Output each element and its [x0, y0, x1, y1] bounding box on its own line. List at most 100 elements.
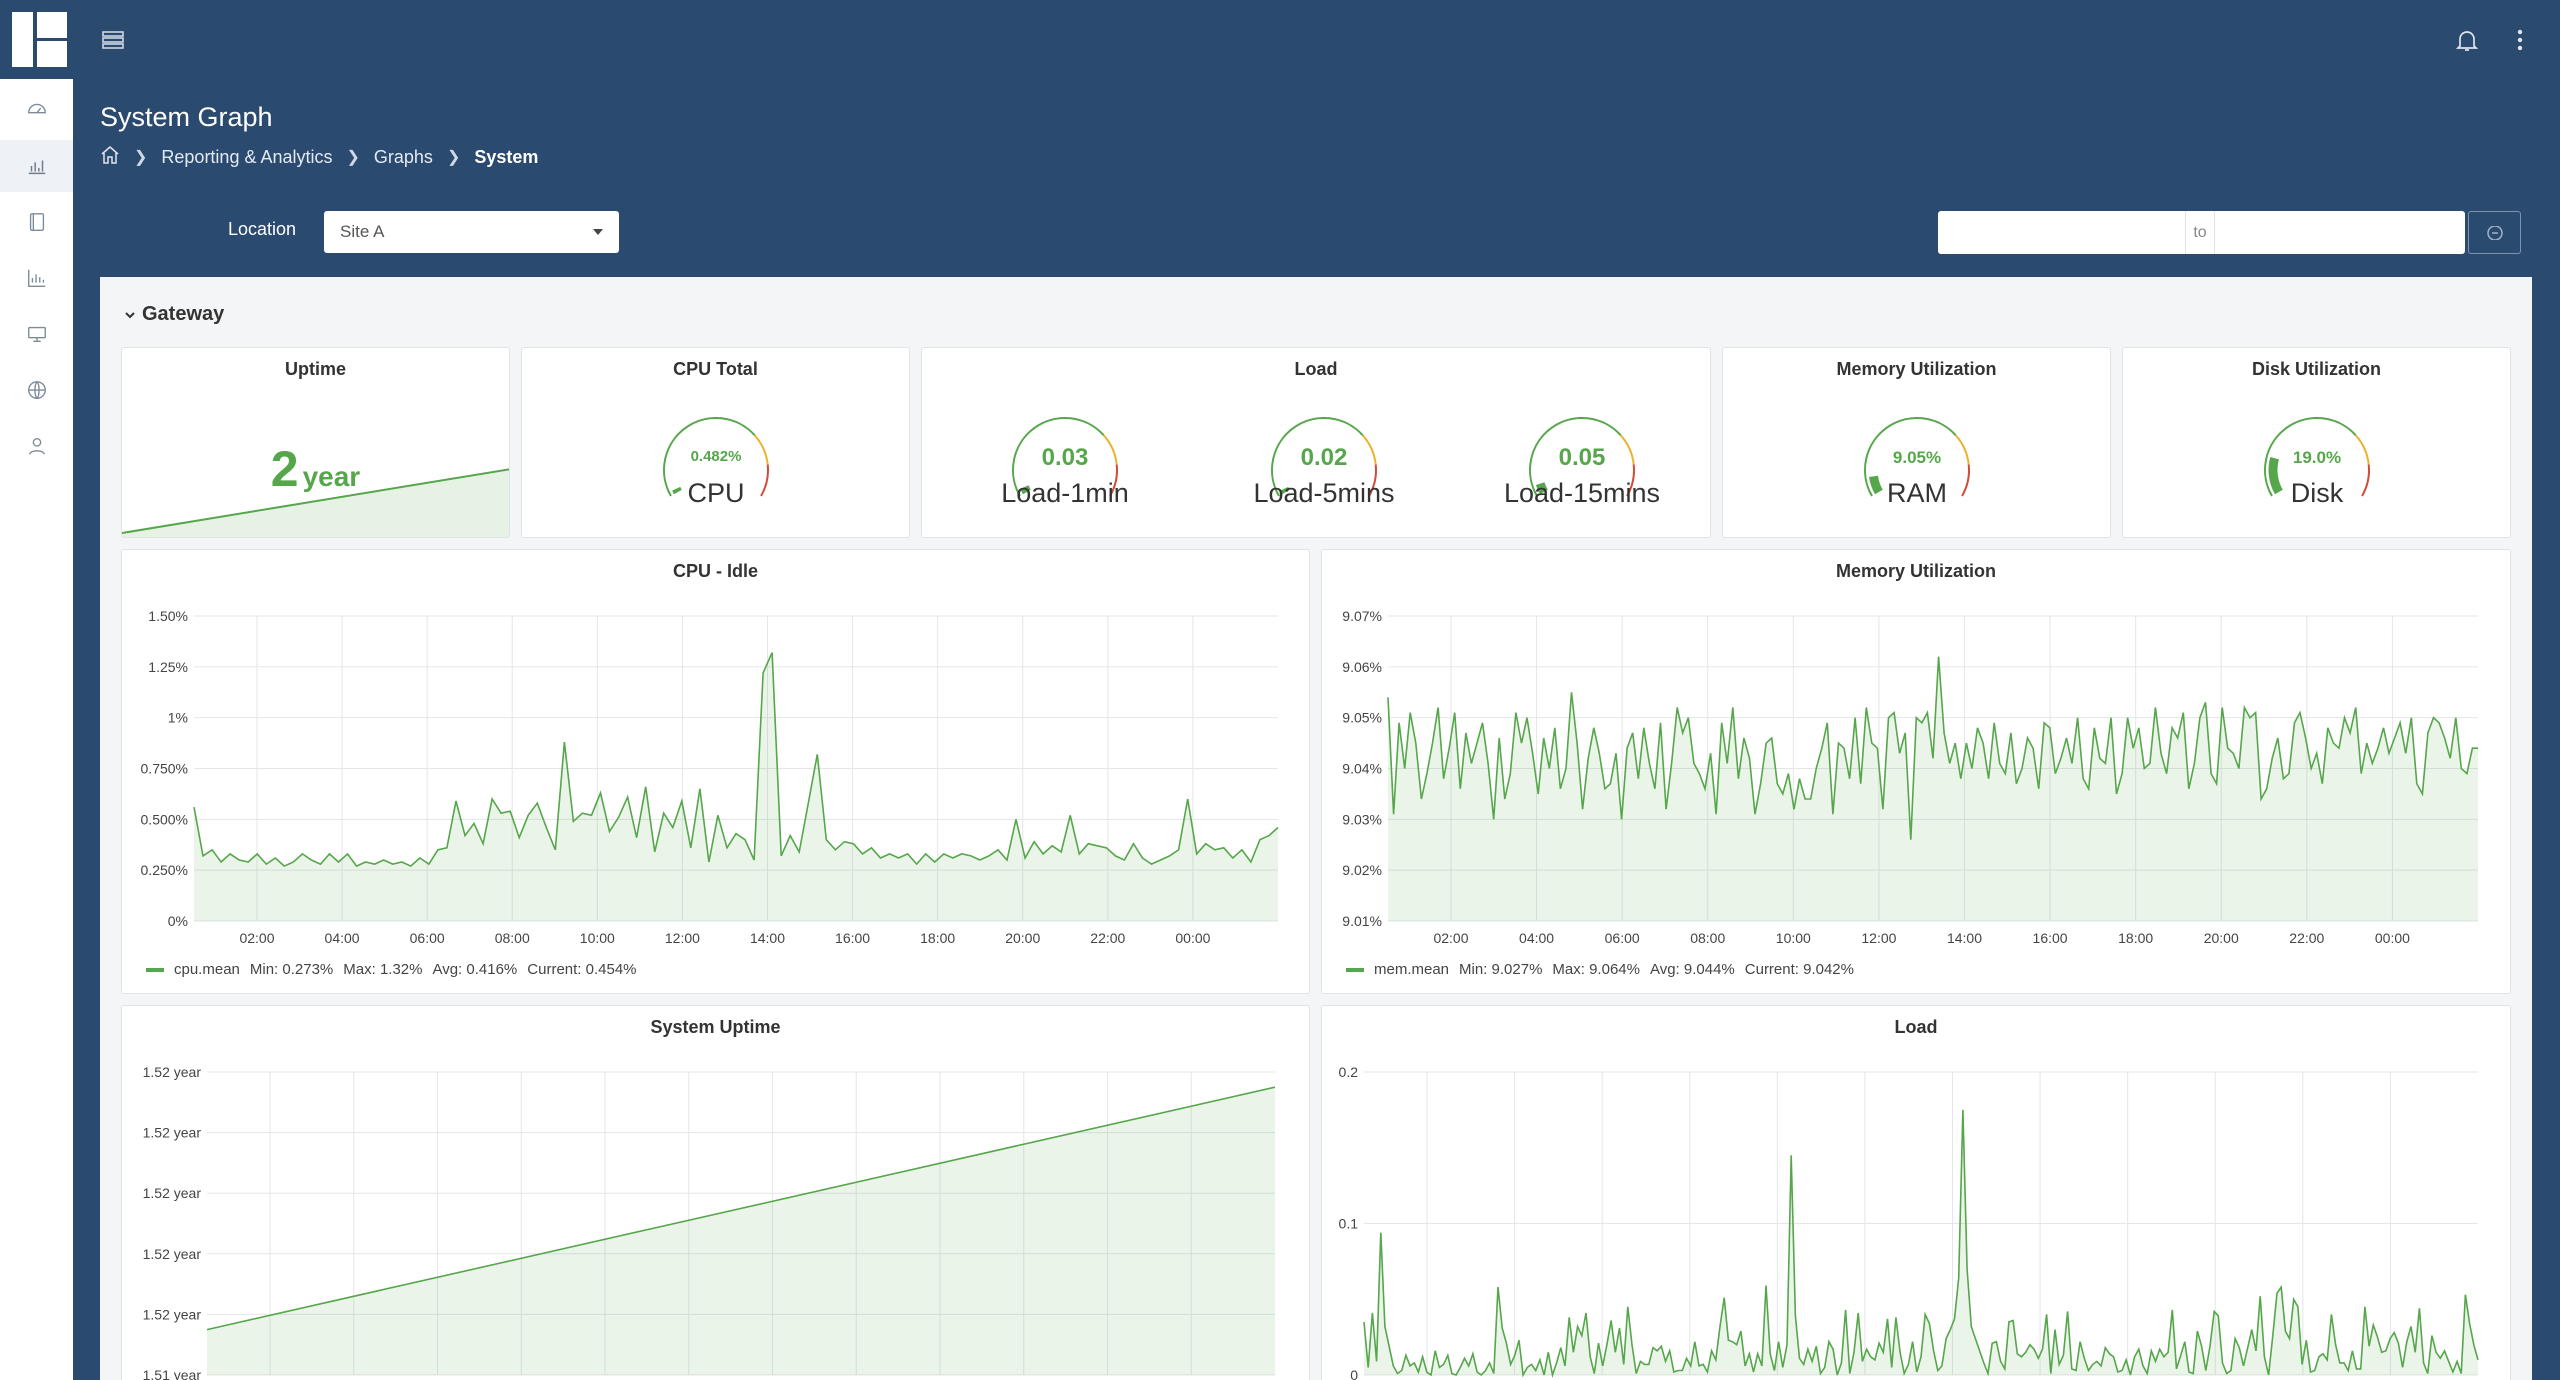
gauge-threshold-yellow [753, 434, 769, 465]
section-title: Gateway [142, 303, 225, 325]
breadcrumb-reporting[interactable]: Reporting & Analytics [161, 146, 333, 167]
gauge-value-fill [1020, 485, 1031, 495]
gauge-value-fill [1535, 482, 1548, 495]
panel-title: Disk Utilization [2251, 359, 2381, 379]
gauge-threshold-green [663, 417, 756, 497]
panel-title: Memory Utilization [1835, 561, 1996, 581]
load-chart-panel: Load 0.2 0.1 0 [1321, 1005, 2511, 1380]
panel-title: Load [1894, 1017, 1938, 1037]
x-tick-label: 16:00 [2033, 930, 2068, 946]
x-tick-label: 00:00 [1175, 930, 1210, 946]
x-tick-label: 18:00 [2118, 930, 2153, 946]
gauge-threshold-red [1368, 464, 1377, 497]
chevron-right-icon: ❯ [346, 149, 360, 166]
nav-dashboard-icon[interactable] [0, 83, 73, 135]
nav-network-icon[interactable] [0, 364, 73, 416]
x-tick-label: 22:00 [2289, 930, 2324, 946]
y-tick-label: 9.02% [1342, 862, 1382, 878]
gauge-threshold-red [2361, 464, 2370, 497]
load-1min-label: Load-1min [1001, 478, 1129, 508]
legend-swatch [1346, 967, 1364, 972]
location-label: Location [228, 219, 297, 239]
load-panel: Load 0.03 Load-1min 0.02 Load-5mins 0.05… [921, 347, 1711, 538]
legend-avg: Avg: 0.416% [432, 961, 518, 978]
gauge-arc [1864, 417, 1970, 497]
x-tick-label: 00:00 [2375, 930, 2410, 946]
gauge-threshold-yellow [1954, 434, 1970, 465]
nav-devices-icon[interactable] [0, 308, 73, 360]
legend-max: Max: 1.32% [343, 961, 423, 978]
side-rail [0, 0, 73, 1380]
series-area [194, 652, 1278, 921]
refresh-icon [2486, 225, 2503, 240]
nav-reporting-icon[interactable] [0, 140, 73, 192]
gauge-arc [663, 417, 769, 497]
gauge-threshold-green [1012, 417, 1105, 497]
y-tick-label: 0.750% [141, 761, 188, 777]
gauge-arc [1271, 417, 1377, 497]
x-tick-label: 06:00 [410, 930, 445, 946]
chevron-right-icon: ❯ [134, 149, 148, 166]
nav-documents-icon[interactable] [0, 196, 73, 248]
panel-title: Load [1294, 359, 1338, 379]
menu-toggle-icon[interactable] [100, 28, 126, 52]
caret-down-icon [593, 229, 603, 235]
end-date-input[interactable] [2215, 211, 2465, 254]
memory-legend: mem.mean Min: 9.027% Max: 9.064% Avg: 9.… [1346, 961, 1864, 978]
memory-utilization-chart-panel: Memory Utilization 9.07% 9.06% 9.05% 9.04% 9… [1321, 549, 2511, 994]
legend-series-name: mem.mean [1374, 961, 1450, 978]
gauge-threshold-red [1961, 464, 1970, 497]
more-options-icon[interactable] [2506, 26, 2534, 54]
load-chart: 0.2 0.1 0 [1339, 1064, 2479, 1380]
breadcrumb: ❯ Reporting & Analytics ❯ Graphs ❯ Syste… [100, 144, 538, 170]
series-line [193, 652, 1279, 868]
app-logo[interactable] [0, 0, 73, 79]
date-range-picker: to [1938, 211, 2465, 254]
load-15mins-label: Load-15mins [1503, 478, 1661, 508]
disk-gauge-label: Disk [2290, 478, 2344, 508]
panel-title: System Uptime [650, 1017, 781, 1037]
page-title: System Graph [100, 102, 273, 132]
start-date-input[interactable] [1938, 211, 2185, 254]
cpu-gauge-label: CPU [687, 478, 745, 508]
x-tick-label: 04:00 [1519, 930, 1554, 946]
y-tick-label: 9.07% [1342, 608, 1382, 624]
series-line [206, 1086, 1276, 1331]
uptime-value: 2 year [270, 441, 361, 497]
gateway-section-toggle[interactable]: Gateway [124, 303, 224, 326]
y-tick-label: 1.51 year [143, 1367, 202, 1380]
uptime-sparkline [122, 468, 509, 537]
gauge-arc [1529, 417, 1635, 497]
location-select[interactable]: Site A [324, 211, 619, 253]
apply-range-button[interactable] [2468, 211, 2521, 254]
cpu-gauge: 0.482% CPU [646, 398, 786, 518]
series-area [207, 1087, 1275, 1375]
gauge-value-fill [1869, 475, 1883, 495]
system-uptime-panel: System Uptime 1.52 year 1.52 year 1.52 yea… [121, 1005, 1310, 1380]
gauge-arc [1012, 417, 1118, 497]
nav-analytics-icon[interactable] [0, 252, 73, 304]
nav-user-icon[interactable] [0, 420, 73, 472]
home-icon[interactable] [100, 145, 120, 170]
y-tick-label: 1.52 year [143, 1246, 202, 1262]
gauge-value-fill [1280, 486, 1290, 495]
memory-utilization-chart: 9.07% 9.06% 9.05% 9.04% 9.03% 9.02% 9.01% 02:00… [1342, 608, 2478, 946]
x-tick-label: 04:00 [325, 930, 360, 946]
load-1min-gauge: 0.03 Load-1min [995, 398, 1135, 518]
notifications-bell-icon[interactable] [2453, 26, 2481, 54]
gauge-threshold-green [1864, 417, 1957, 497]
x-tick-label: 22:00 [1090, 930, 1125, 946]
y-tick-label: 0 [1350, 1367, 1358, 1380]
uptime-panel: Uptime 2 year [121, 347, 510, 538]
y-tick-label: 0.2 [1339, 1064, 1359, 1080]
gauge-threshold-green [1529, 417, 1622, 497]
legend-swatch [146, 967, 164, 972]
x-tick-label: 16:00 [835, 930, 870, 946]
gauge-threshold-green [2264, 417, 2357, 497]
legend-max: Max: 9.064% [1552, 961, 1640, 978]
breadcrumb-graphs[interactable]: Graphs [373, 146, 433, 167]
series-area [1364, 1109, 2478, 1375]
y-tick-label: 0.500% [141, 811, 188, 827]
cpu-idle-chart: 1.50% 1.25% 1% 0.750% 0.500% 0.250% 0% 02:00 04:… [141, 608, 1279, 946]
x-tick-label: 08:00 [495, 930, 530, 946]
